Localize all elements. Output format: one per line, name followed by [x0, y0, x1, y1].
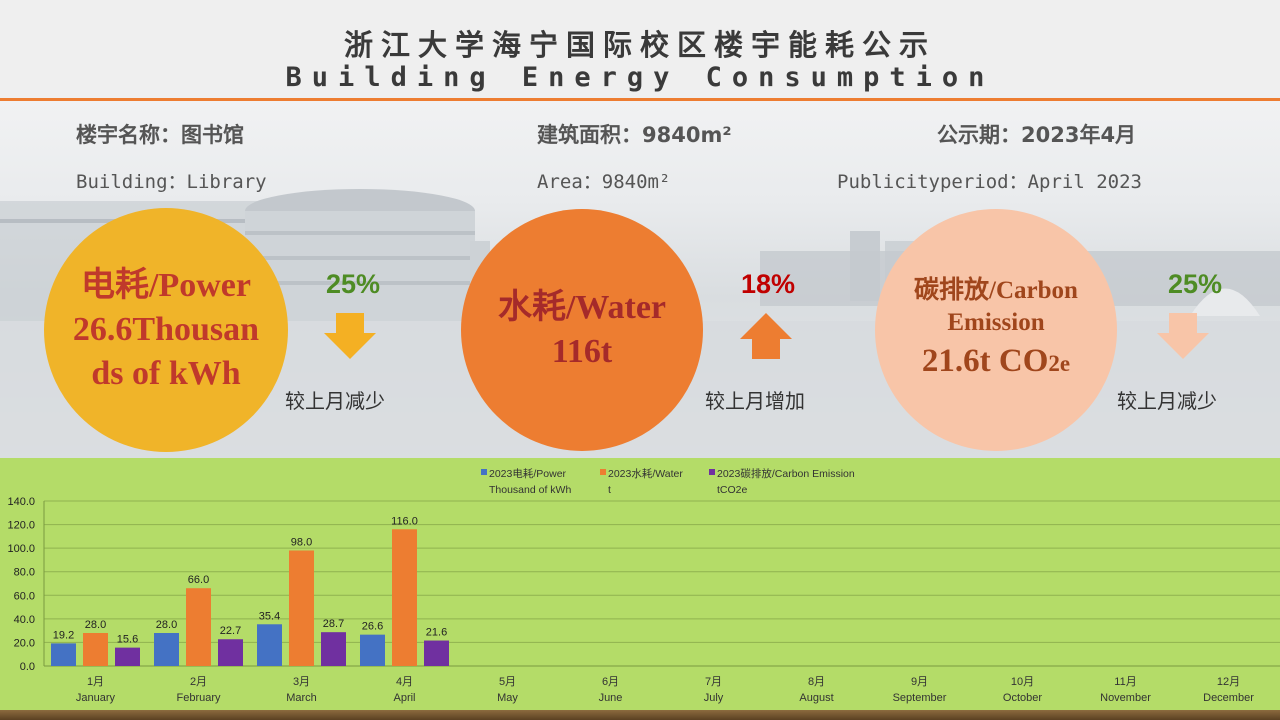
x-tick-label: 5月	[499, 676, 516, 688]
bar	[218, 639, 243, 666]
period-en: Publicityperiod：April 2023	[837, 171, 1142, 193]
x-tick-label: 4月	[396, 676, 413, 688]
x-tick-label: 10月	[1011, 676, 1034, 688]
x-tick-label: December	[1203, 692, 1254, 704]
bar	[154, 633, 179, 666]
power-value: 26.6Thousan	[72, 311, 260, 348]
arrow-down-icon	[324, 313, 376, 359]
y-tick-label: 20.0	[14, 637, 35, 649]
water-change: 18%	[741, 269, 796, 299]
x-tick-label: 3月	[293, 676, 310, 688]
x-tick-label: January	[76, 692, 116, 704]
data-label: 98.0	[291, 537, 312, 549]
x-tick-label: 11月	[1114, 676, 1136, 688]
arrow-down-icon	[1157, 313, 1209, 359]
carbon-compare: 较上月减少	[1117, 389, 1217, 413]
y-tick-label: 120.0	[7, 520, 35, 532]
x-tick-label: September	[893, 692, 947, 704]
power-circle: 电耗/Power 26.6Thousan ds of kWh	[44, 208, 288, 452]
bar	[83, 633, 108, 666]
x-tick-label: April	[393, 692, 415, 704]
x-tick-label: November	[1100, 692, 1151, 704]
x-tick-label: February	[176, 692, 221, 704]
power-compare: 较上月减少	[285, 389, 385, 413]
data-label: 22.7	[220, 625, 241, 637]
water-label: 水耗/Water	[497, 289, 667, 326]
x-tick-label: 8月	[808, 676, 825, 688]
y-tick-label: 100.0	[7, 543, 35, 555]
bottom-border	[0, 710, 1280, 720]
bar	[115, 647, 140, 666]
x-tick-label: March	[286, 692, 317, 704]
area-en: Area：9840m²	[537, 171, 671, 193]
x-tick-label: August	[799, 692, 833, 704]
y-tick-label: 80.0	[14, 567, 35, 579]
period-cn: 公示期：2023年4月	[937, 123, 1137, 147]
data-label: 26.6	[362, 621, 383, 633]
info-section: 楼宇名称：图书馆 Building：Library 建筑面积：9840m² Ar…	[0, 101, 1280, 458]
y-tick-label: 40.0	[14, 614, 35, 626]
building-name-cn: 楼宇名称：图书馆	[76, 123, 244, 147]
data-label: 28.0	[156, 619, 177, 631]
legend-swatch	[600, 469, 606, 475]
x-tick-label: May	[497, 692, 518, 704]
legend-label: 2023碳排放/Carbon Emission	[717, 467, 855, 480]
x-tick-label: July	[704, 692, 724, 704]
x-tick-label: October	[1003, 692, 1042, 704]
x-tick-label: 2月	[190, 676, 207, 688]
water-compare: 较上月增加	[705, 389, 805, 413]
power-change: 25%	[326, 269, 381, 299]
x-tick-label: 9月	[911, 676, 928, 688]
area-cn: 建筑面积：9840m²	[537, 123, 732, 147]
data-label: 15.6	[117, 634, 138, 646]
header: 浙江大学海宁国际校区楼宇能耗公示 Building Energy Consump…	[0, 0, 1280, 100]
water-value: 116t	[551, 333, 613, 370]
building-name-en: Building：Library	[76, 171, 267, 193]
x-tick-label: 1月	[87, 676, 104, 688]
bar	[360, 634, 385, 666]
legend-swatch	[481, 469, 487, 475]
power-label: 电耗/Power	[81, 267, 251, 304]
y-tick-label: 60.0	[14, 590, 35, 602]
legend-label: Thousand of kWh	[489, 484, 571, 496]
x-tick-label: 7月	[705, 676, 722, 688]
water-circle: 水耗/Water 116t	[461, 209, 703, 451]
carbon-value: 21.6t CO2e	[921, 342, 1071, 379]
bar	[289, 550, 314, 666]
bar	[51, 643, 76, 666]
data-label: 116.0	[391, 515, 418, 527]
legend-label: 2023水耗/Water	[608, 468, 683, 480]
bar	[186, 588, 211, 666]
carbon-label: 碳排放/Carbon	[914, 276, 1078, 304]
carbon-change: 25%	[1168, 269, 1223, 299]
x-tick-label: June	[599, 692, 623, 704]
legend-label: 2023电耗/Power	[489, 467, 567, 480]
bar	[321, 632, 346, 666]
header-divider	[0, 98, 1280, 101]
page-title-en: Building Energy Consumption	[285, 62, 995, 93]
legend-label: tCO2e	[717, 484, 748, 496]
bar	[257, 624, 282, 666]
bar	[424, 640, 449, 666]
page-title-cn: 浙江大学海宁国际校区楼宇能耗公示	[343, 28, 936, 62]
x-tick-label: 6月	[602, 676, 619, 688]
data-label: 28.7	[323, 618, 344, 630]
carbon-circle: 碳排放/Carbon Emission 21.6t CO2e	[875, 209, 1117, 451]
legend-label: t	[608, 484, 611, 496]
carbon-label-cont: Emission	[947, 308, 1045, 336]
data-label: 19.2	[53, 629, 74, 641]
energy-chart: 0.0 20.0 40.0 60.0 80.0 100.0 120.0 140.0 2023电耗…	[0, 458, 1280, 710]
power-value-cont: ds of kWh	[91, 355, 241, 392]
data-label: 28.0	[85, 619, 106, 631]
legend-swatch	[709, 469, 715, 475]
data-label: 66.0	[188, 574, 209, 586]
arrow-up-icon	[740, 313, 792, 359]
data-label: 21.6	[426, 627, 447, 639]
x-tick-label: 12月	[1217, 676, 1240, 688]
bar	[392, 529, 417, 666]
y-tick-label: 140.0	[7, 496, 35, 508]
y-tick-label: 0.0	[20, 661, 35, 673]
data-label: 35.4	[259, 610, 280, 622]
bar-chart: 0.0 20.0 40.0 60.0 80.0 100.0 120.0 140.0 2023电耗…	[7, 467, 1280, 704]
